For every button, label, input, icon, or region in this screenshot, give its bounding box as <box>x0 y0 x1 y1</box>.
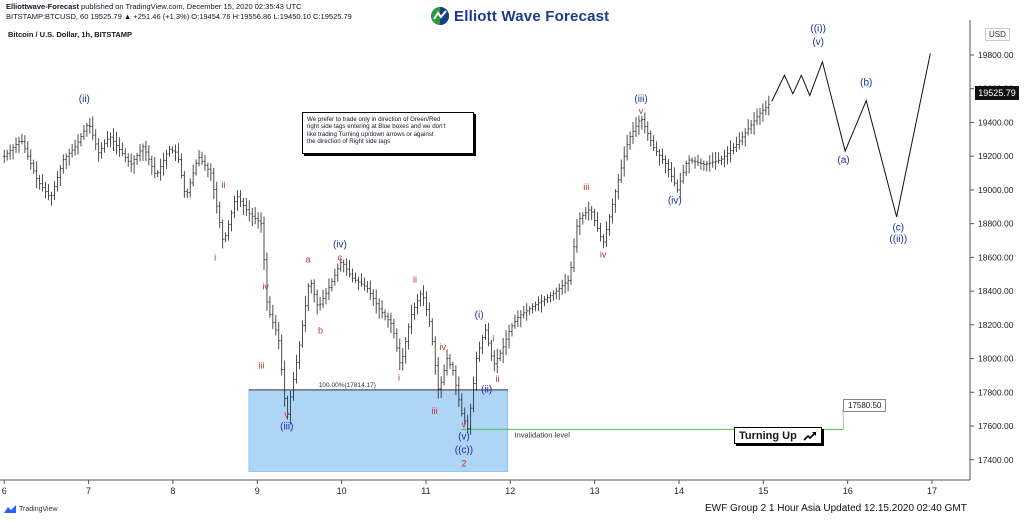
wave-label-red: ii <box>222 180 226 190</box>
x-tick-label: 6 <box>2 486 7 496</box>
wave-label-red: 2 <box>461 459 466 469</box>
wave-label-red: iv <box>262 281 269 291</box>
fib-level-label: 100.00%(17814.17) <box>319 382 376 389</box>
wave-label-red: c <box>338 253 343 263</box>
x-tick-label: 11 <box>421 486 430 496</box>
wave-label-red: iii <box>583 182 589 192</box>
currency-unit: USD <box>985 28 1010 41</box>
tradingview-logo[interactable]: TradingView <box>4 505 58 513</box>
x-tick-label: 14 <box>674 486 684 496</box>
x-tick-label: 9 <box>255 486 260 496</box>
last-price-badge: 19525.79 <box>975 86 1019 100</box>
publish-info: Elliottwave-Forecast published on Tradin… <box>6 2 301 11</box>
y-tick-label: 18200.00 <box>978 320 1014 330</box>
publisher-name: Elliottwave-Forecast <box>6 2 79 11</box>
wave-label-blue: (c) <box>892 222 904 233</box>
instrument-label: Bitcoin / U.S. Dollar, 1h, BITSTAMP <box>8 30 132 39</box>
wave-label-blue: (iii) <box>280 421 293 432</box>
wave-label-red: iii <box>431 406 437 416</box>
tradingview-icon <box>4 505 16 513</box>
wave-label-blue: (iv) <box>333 239 347 250</box>
price-layer <box>2 95 771 435</box>
ewf-logo-icon <box>431 7 449 25</box>
publish-date: published on TradingView.com, December 1… <box>78 2 302 11</box>
wave-label-red: ii <box>413 275 417 285</box>
wave-label-blue: ((c)) <box>455 445 473 456</box>
ohlc-line: BITSTAMP:BTCUSD, 60 19525.79 ▲ +251.46 (… <box>6 12 352 21</box>
wave-label-red: b <box>318 325 323 335</box>
projection-layer <box>771 53 931 218</box>
wave-label-blue: (a) <box>837 155 849 166</box>
turning-up-box: Turning Up <box>734 427 822 444</box>
turning-up-label: Turning Up <box>739 429 797 442</box>
wave-label-red: iii <box>258 361 264 371</box>
wave-label-red: v <box>639 106 644 116</box>
blue-box <box>248 389 509 472</box>
wave-label-layer: (ii) (iii) (iv) (i) (ii) (v) ((c)) (iii) (iv) ((i… <box>79 23 907 468</box>
wave-label-red: i <box>214 253 216 263</box>
x-tick-label: 7 <box>86 486 91 496</box>
brand-name: Elliott Wave Forecast <box>454 7 610 25</box>
wave-label-red: iv <box>440 342 447 352</box>
wave-label-red: iv <box>600 249 607 259</box>
wave-label-red: v <box>462 420 467 430</box>
x-tick-label: 12 <box>505 486 515 496</box>
wave-label-blue: (v) <box>812 37 824 48</box>
x-tick-label: 8 <box>170 486 175 496</box>
wave-label-blue: (i) <box>475 310 484 321</box>
footer-info: EWF Group 2 1 Hour Asia Updated 12.15.20… <box>705 503 967 514</box>
wave-label-red: a <box>305 254 310 264</box>
x-tick-label: 16 <box>843 486 853 496</box>
x-tick-label: 15 <box>758 486 768 496</box>
y-tick-label: 19200.00 <box>978 151 1014 161</box>
wave-label-blue: (ii) <box>481 384 492 395</box>
wave-label-blue: (ii) <box>79 94 90 105</box>
wave-label-blue: (iii) <box>634 94 647 105</box>
wave-label-red: i <box>398 372 400 382</box>
invalidation-label: Invalidation level <box>515 430 571 439</box>
wave-label-red: v <box>285 410 290 420</box>
y-tick-label: 18400.00 <box>978 286 1014 296</box>
wave-label-blue: (iv) <box>668 195 682 206</box>
x-tick-label: 13 <box>590 486 600 496</box>
x-tick-label: 17 <box>927 486 937 496</box>
wave-label-blue: ((i)) <box>810 23 826 34</box>
invalidation-value-tag: 17580.50 <box>843 399 887 412</box>
tradingview-label: TradingView <box>19 505 58 513</box>
wave-label-blue: ((ii)) <box>889 234 907 245</box>
projection-path <box>771 53 931 218</box>
brand-logo: Elliott Wave Forecast <box>430 5 609 27</box>
y-tick-label: 18800.00 <box>978 219 1014 229</box>
wave-label-red: i <box>492 334 494 344</box>
y-tick-label: 19400.00 <box>978 117 1014 127</box>
trading-note: We prefer to trade only in direction of … <box>302 112 474 154</box>
y-tick-label: 18600.00 <box>978 252 1014 262</box>
wave-label-blue: (b) <box>860 77 872 88</box>
y-tick-label: 17800.00 <box>978 387 1014 397</box>
up-arrow-icon <box>803 431 816 441</box>
x-tick-label: 10 <box>337 486 347 496</box>
y-tick-label: 17600.00 <box>978 421 1014 431</box>
y-tick-label: 19000.00 <box>978 185 1014 195</box>
y-tick-label: 18000.00 <box>978 354 1014 364</box>
y-tick-label: 19800.00 <box>978 50 1014 60</box>
y-tick-label: 17400.00 <box>978 455 1014 465</box>
wave-label-red: ii <box>496 374 500 384</box>
wave-label-blue: (v) <box>458 432 470 443</box>
